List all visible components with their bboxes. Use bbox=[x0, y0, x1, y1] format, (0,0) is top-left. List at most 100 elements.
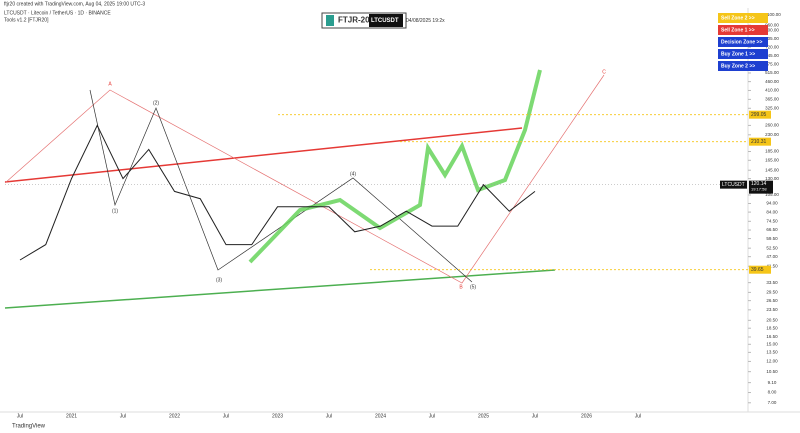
y-tick-label: 8.00 bbox=[768, 390, 777, 395]
wave-label: (1) bbox=[112, 208, 118, 214]
x-tick-label: Jul bbox=[532, 413, 538, 419]
symbol-box bbox=[720, 180, 747, 189]
y-tick-label: 720.00 bbox=[765, 44, 779, 49]
x-tick-label: Jul bbox=[429, 413, 435, 419]
wave-label: B bbox=[459, 284, 463, 290]
y-tick-label: 47.00 bbox=[766, 254, 778, 259]
wave-label: (3) bbox=[216, 277, 222, 283]
y-tick-label: 33.50 bbox=[766, 280, 778, 285]
projection bbox=[248, 69, 542, 264]
y-tick-label: 29.50 bbox=[766, 290, 778, 295]
y-tick-label: 84.00 bbox=[766, 209, 778, 214]
y-tick-label: 230.00 bbox=[765, 132, 779, 137]
y-tick-label: 410.00 bbox=[765, 88, 779, 93]
y-tick-label: 105.00 bbox=[765, 192, 779, 197]
drawings bbox=[4, 69, 605, 309]
symbol-line: LTCUSDT · Litecoin / TetherUS · 1D · BIN… bbox=[4, 10, 111, 16]
trendline bbox=[4, 269, 556, 309]
legend-box bbox=[718, 25, 768, 35]
x-tick-label: Jul bbox=[635, 413, 641, 419]
legend-box bbox=[718, 37, 768, 47]
y-tick-label: 805.00 bbox=[765, 36, 779, 41]
last-price-box bbox=[749, 180, 773, 194]
y-tick-label: 645.00 bbox=[765, 53, 779, 58]
y-tick-label: 460.00 bbox=[765, 79, 779, 84]
x-tick-label: 2024 bbox=[375, 413, 386, 419]
countdown: 19:17:58 bbox=[751, 187, 767, 192]
y-tick-label: 9.10 bbox=[768, 380, 777, 385]
zone-label: 39.65 bbox=[751, 267, 764, 273]
y-tick-label: 18.50 bbox=[766, 325, 778, 330]
zone-label-box bbox=[749, 137, 771, 146]
y-tick-label: 185.00 bbox=[765, 149, 779, 154]
x-tick-label: 2022 bbox=[169, 413, 180, 419]
wave-label: (5) bbox=[470, 284, 476, 290]
x-tick-label: Jul bbox=[17, 413, 23, 419]
badge-logo bbox=[326, 15, 334, 26]
y-tick-label: 20.50 bbox=[766, 318, 778, 323]
y-tick-label: 13.50 bbox=[766, 350, 778, 355]
y-tick-label: 26.50 bbox=[766, 298, 778, 303]
y-tick-label: 130.00 bbox=[765, 176, 779, 181]
tools: Tools v1.2 [FTJR20] bbox=[4, 17, 49, 23]
x-tick-label: 2025 bbox=[478, 413, 489, 419]
legend-label: Decision Zone >> bbox=[721, 39, 762, 45]
wave-label: C bbox=[602, 69, 606, 75]
last-price: 120.14 bbox=[751, 181, 767, 187]
legend-box bbox=[718, 61, 768, 71]
badge-date: 04/08/2025 19:2x bbox=[406, 18, 445, 24]
symbol-label: LTCUSDT bbox=[722, 182, 745, 188]
legend-box bbox=[718, 49, 768, 59]
price-line bbox=[19, 124, 536, 261]
wave-label: (2) bbox=[153, 100, 159, 106]
x-tick-label: Jul bbox=[120, 413, 126, 419]
y-tick-label: 52.50 bbox=[766, 245, 778, 250]
zone-label: 210.31 bbox=[751, 139, 767, 145]
legend-label: Sell Zone 1 >> bbox=[721, 27, 755, 33]
legend-label: Sell Zone 2 >> bbox=[721, 15, 755, 21]
legend-box bbox=[718, 13, 768, 23]
y-tick-label: 66.50 bbox=[766, 227, 778, 232]
y-tick-label: 41.50 bbox=[766, 263, 778, 268]
zone-label: 299.05 bbox=[751, 112, 767, 118]
x-tick-label: 2023 bbox=[272, 413, 283, 419]
x-tick-label: 2021 bbox=[66, 413, 77, 419]
x-tick-label: Jul bbox=[223, 413, 229, 419]
abc-lines bbox=[4, 74, 605, 284]
y-tick-label: 325.00 bbox=[765, 105, 779, 110]
legend-label: Buy Zone 1 >> bbox=[721, 51, 755, 57]
wave-label: A bbox=[108, 81, 112, 87]
trendline bbox=[4, 127, 523, 183]
y-tick-label: 59.50 bbox=[766, 236, 778, 241]
y-tick-label: 960.00 bbox=[765, 22, 779, 27]
y-tick-label: 165.00 bbox=[765, 157, 779, 162]
credit: ftjr20 created with TradingView.com, Aug… bbox=[4, 1, 145, 7]
y-tick-label: 260.00 bbox=[765, 123, 779, 128]
badge-symbol-box bbox=[369, 14, 403, 27]
badge-symbol: LTCUSDT bbox=[371, 18, 399, 24]
legend-label: Buy Zone 2 >> bbox=[721, 63, 755, 69]
y-tick-label: 575.00 bbox=[765, 62, 779, 67]
y-tick-label: 74.50 bbox=[766, 219, 778, 224]
y-tick-label: 1 100.00 bbox=[763, 12, 781, 17]
y-tick-label: 515.00 bbox=[765, 70, 779, 75]
x-tick-label: Jul bbox=[326, 413, 332, 419]
y-tick-label: 7.00 bbox=[768, 400, 777, 405]
badge-text: FTJR-20 bbox=[338, 16, 370, 25]
footer: TradingView bbox=[12, 424, 46, 430]
zone-label-box bbox=[749, 110, 771, 119]
wave-lines bbox=[89, 89, 473, 283]
y-tick-label: 365.00 bbox=[765, 97, 779, 102]
y-tick-label: 12.00 bbox=[766, 359, 778, 364]
x-tick-label: 2026 bbox=[581, 413, 592, 419]
y-tick-label: 15.00 bbox=[766, 341, 778, 346]
zone-label-box bbox=[749, 265, 771, 274]
y-tick-label: 145.00 bbox=[765, 167, 779, 172]
y-tick-label: 94.00 bbox=[766, 201, 778, 206]
y-tick-label: 10.50 bbox=[766, 369, 778, 374]
y-tick-label: 23.50 bbox=[766, 307, 778, 312]
wave-label: (4) bbox=[350, 171, 356, 177]
y-tick-label: 900.00 bbox=[765, 27, 779, 32]
y-tick-label: 16.50 bbox=[766, 334, 778, 339]
